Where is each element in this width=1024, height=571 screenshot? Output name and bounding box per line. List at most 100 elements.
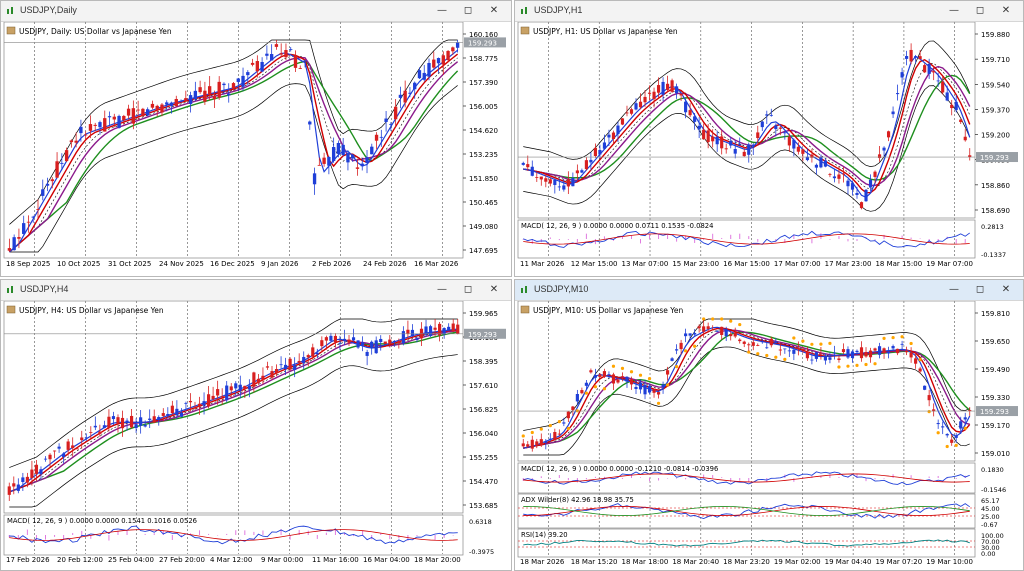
time-axis-label: 31 Oct 2025 — [108, 260, 151, 268]
time-axis-label: 16 Mar 15:00 — [723, 260, 770, 268]
price-tick-label: 155.255 — [469, 454, 498, 462]
chart-canvas[interactable]: USDJPY, H1: US Dollar vs Japanese Yen 159… — [515, 22, 1023, 277]
chart-subtitle: USDJPY, Daily: US Dollar vs Japanese Yen — [19, 27, 172, 36]
indicator-tick-label: 65.17 — [981, 497, 1000, 505]
price-tick-label: 159.710 — [981, 56, 1010, 64]
time-axis-label: 12 Mar 15:00 — [571, 260, 618, 268]
indicator-tick-label: -0.3975 — [469, 548, 494, 556]
time-axis-label: 18 Mar 20:00 — [414, 556, 461, 564]
minimize-icon[interactable]: — — [437, 284, 447, 295]
price-tick-label: 154.470 — [469, 478, 498, 486]
time-axis-label: 16 Mar 2026 — [414, 260, 459, 268]
price-tick-label: 159.330 — [981, 394, 1010, 402]
chart-subtitle: USDJPY, M10: US Dollar vs Japanese Yen — [533, 306, 683, 315]
minimize-icon[interactable]: — — [949, 5, 959, 16]
price-tick-label: 147.695 — [469, 247, 498, 255]
chart-window-w2[interactable]: USDJPY,H1 — ◻ ✕ USDJPY, H1: US Dollar vs Ja… — [514, 0, 1024, 277]
indicator-tick-label: 30.00 — [981, 544, 1000, 552]
time-axis-label: 2 Feb 2026 — [312, 260, 352, 268]
price-tick-label: 156.040 — [469, 430, 498, 438]
indicator-tick-label: 100.00 — [981, 532, 1004, 540]
indicator-label: RSI(14) 39.20 — [521, 531, 568, 539]
window-title: USDJPY,Daily — [20, 5, 77, 15]
maximize-icon[interactable]: ◻ — [975, 5, 985, 16]
close-icon[interactable]: ✕ — [489, 5, 499, 16]
current-price-label: 159.293 — [980, 408, 1009, 416]
price-tick-label: 149.080 — [469, 223, 498, 231]
chart-canvas[interactable]: USDJPY, Daily: US Dollar vs Japanese Yen… — [1, 22, 511, 277]
time-axis-label: 18 Mar 2026 — [520, 558, 565, 566]
time-axis-label: 18 Sep 2025 — [6, 260, 50, 268]
price-tick-label: 159.490 — [981, 366, 1010, 374]
chart-window-w3[interactable]: USDJPY,H4 — ◻ ✕ USDJPY, H4: US Dollar vs Ja… — [0, 279, 512, 571]
chart-window-w1[interactable]: USDJPY,Daily — ◻ ✕ USDJPY, Daily: US Dollar… — [0, 0, 512, 277]
price-tick-label: 156.005 — [469, 103, 498, 111]
time-axis-label: 18 Mar 20:40 — [672, 558, 719, 566]
chart-canvas[interactable]: USDJPY, H4: US Dollar vs Japanese Yen 159… — [1, 301, 511, 571]
indicator-tick-label: 0.1830 — [981, 466, 1004, 474]
time-axis-label: 13 Mar 07:00 — [622, 260, 669, 268]
time-axis-label: 16 Mar 04:00 — [363, 556, 410, 564]
time-axis-label: 11 Mar 2026 — [520, 260, 565, 268]
time-axis-label: 20 Feb 12:00 — [57, 556, 103, 564]
price-tick-label: 158.860 — [981, 182, 1010, 190]
chart-icon — [521, 7, 527, 14]
close-icon[interactable]: ✕ — [1001, 5, 1011, 16]
close-icon[interactable]: ✕ — [1001, 284, 1011, 295]
indicator-label: MACD( 12, 26, 9 ) 0.0000 0.0000 0.0711 0… — [521, 222, 713, 230]
window-titlebar[interactable]: USDJPY,M10 — ◻ ✕ — [515, 280, 1023, 301]
price-tick-label: 158.690 — [981, 207, 1010, 215]
time-axis-label: 10 Oct 2025 — [57, 260, 100, 268]
maximize-icon[interactable]: ◻ — [463, 284, 473, 295]
price-tick-label: 159.010 — [981, 450, 1010, 458]
time-axis-label: 15 Mar 23:00 — [672, 260, 719, 268]
indicator-tick-label: 0.00 — [981, 550, 995, 558]
minimize-icon[interactable]: — — [437, 5, 447, 16]
time-axis-label: 4 Mar 12:00 — [210, 556, 252, 564]
price-tick-label: 159.880 — [981, 31, 1010, 39]
price-tick-label: 159.540 — [981, 81, 1010, 89]
price-tick-label: 158.395 — [469, 358, 498, 366]
time-axis-label: 19 Mar 10:00 — [926, 558, 973, 566]
window-titlebar[interactable]: USDJPY,H4 — ◻ ✕ — [1, 280, 511, 301]
price-tick-label: 157.610 — [469, 382, 498, 390]
indicator-tick-label: 45.00 — [981, 505, 1000, 513]
price-tick-label: 150.465 — [469, 199, 498, 207]
price-tick-label: 159.650 — [981, 338, 1010, 346]
time-axis-label: 19 Mar 02:00 — [774, 558, 821, 566]
chart-subtitle: USDJPY, H4: US Dollar vs Japanese Yen — [19, 306, 164, 315]
time-axis-label: 17 Feb 2026 — [6, 556, 50, 564]
price-tick-label: 156.825 — [469, 406, 498, 414]
minimize-icon[interactable]: — — [949, 284, 959, 295]
indicator-tick-label: -0.1337 — [981, 251, 1006, 259]
time-axis-label: 17 Mar 23:00 — [825, 260, 872, 268]
indicator-label: MACD( 12, 26, 9 ) 0.0000 0.0000 -0.1210 … — [521, 465, 718, 473]
price-tick-label: 158.775 — [469, 55, 498, 63]
window-titlebar[interactable]: USDJPY,H1 — ◻ ✕ — [515, 1, 1023, 22]
price-tick-label: 159.200 — [981, 132, 1010, 140]
maximize-icon[interactable]: ◻ — [975, 284, 985, 295]
maximize-icon[interactable]: ◻ — [463, 5, 473, 16]
indicator-label: MACD( 12, 26, 9 ) 0.0000 0.0000 0.1541 0… — [7, 517, 197, 525]
chart-window-w4[interactable]: USDJPY,M10 — ◻ ✕ USDJPY, M10: US Dollar vs … — [514, 279, 1024, 571]
time-axis-label: 16 Dec 2025 — [210, 260, 255, 268]
price-tick-label: 159.810 — [981, 310, 1010, 318]
indicator-tick-label: -0.67 — [981, 521, 998, 529]
price-tick-label: 151.850 — [469, 175, 498, 183]
time-axis-label: 18 Mar 18:00 — [622, 558, 669, 566]
chart-icon — [7, 286, 13, 293]
indicator-tick-label: -0.1546 — [981, 486, 1006, 494]
time-axis-label: 18 Mar 15:00 — [875, 260, 922, 268]
time-axis-label: 18 Mar 23:20 — [723, 558, 770, 566]
indicator-tick-label: 0.6318 — [469, 518, 492, 526]
price-tick-label: 157.390 — [469, 79, 498, 87]
indicator-tick-label: 0.2813 — [981, 223, 1004, 231]
close-icon[interactable]: ✕ — [489, 284, 499, 295]
time-axis-label: 24 Feb 2026 — [363, 260, 407, 268]
window-titlebar[interactable]: USDJPY,Daily — ◻ ✕ — [1, 1, 511, 22]
chart-icon — [521, 286, 527, 293]
window-title: USDJPY,H1 — [534, 5, 583, 15]
price-tick-label: 160.160 — [469, 31, 498, 39]
chart-canvas[interactable]: USDJPY, M10: US Dollar vs Japanese Yen 15… — [515, 301, 1023, 571]
time-axis-label: 9 Jan 2026 — [261, 260, 299, 268]
